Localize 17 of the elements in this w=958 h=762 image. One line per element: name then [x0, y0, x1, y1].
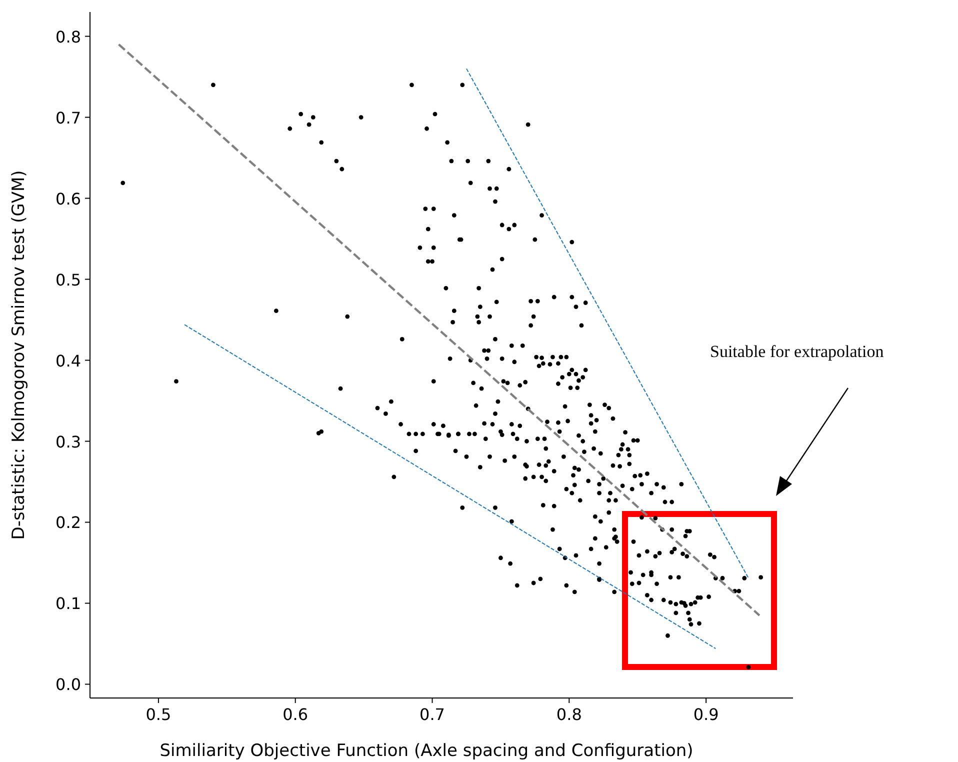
x-tick-label: 0.6	[282, 705, 308, 724]
x-axis-title: Similiarity Objective Function (Axle spacing and Configuration)	[160, 741, 694, 761]
x-tick-label: 0.8	[556, 705, 582, 724]
x-tick-label: 0.9	[693, 705, 719, 724]
y-tick-label: 0.3	[56, 432, 81, 452]
y-tick-label: 0.1	[56, 594, 81, 614]
y-tick-label: 0.2	[56, 513, 81, 532]
y-tick-label: 0.7	[56, 108, 81, 128]
y-tick-label: 0.6	[56, 189, 81, 208]
y-axis-title: D-statistic: Kolmogorov Smirnov test (GVM)	[9, 170, 29, 540]
y-tick-label: 0.4	[56, 351, 81, 370]
y-tick-label: 0.8	[56, 27, 81, 46]
x-tick-label: 0.7	[420, 705, 445, 724]
y-tick-label: 0.5	[56, 270, 81, 290]
y-tick-label: 0.0	[56, 675, 81, 694]
x-tick-label: 0.5	[146, 705, 172, 724]
annotation: Suitable for extrapolation	[710, 342, 884, 361]
